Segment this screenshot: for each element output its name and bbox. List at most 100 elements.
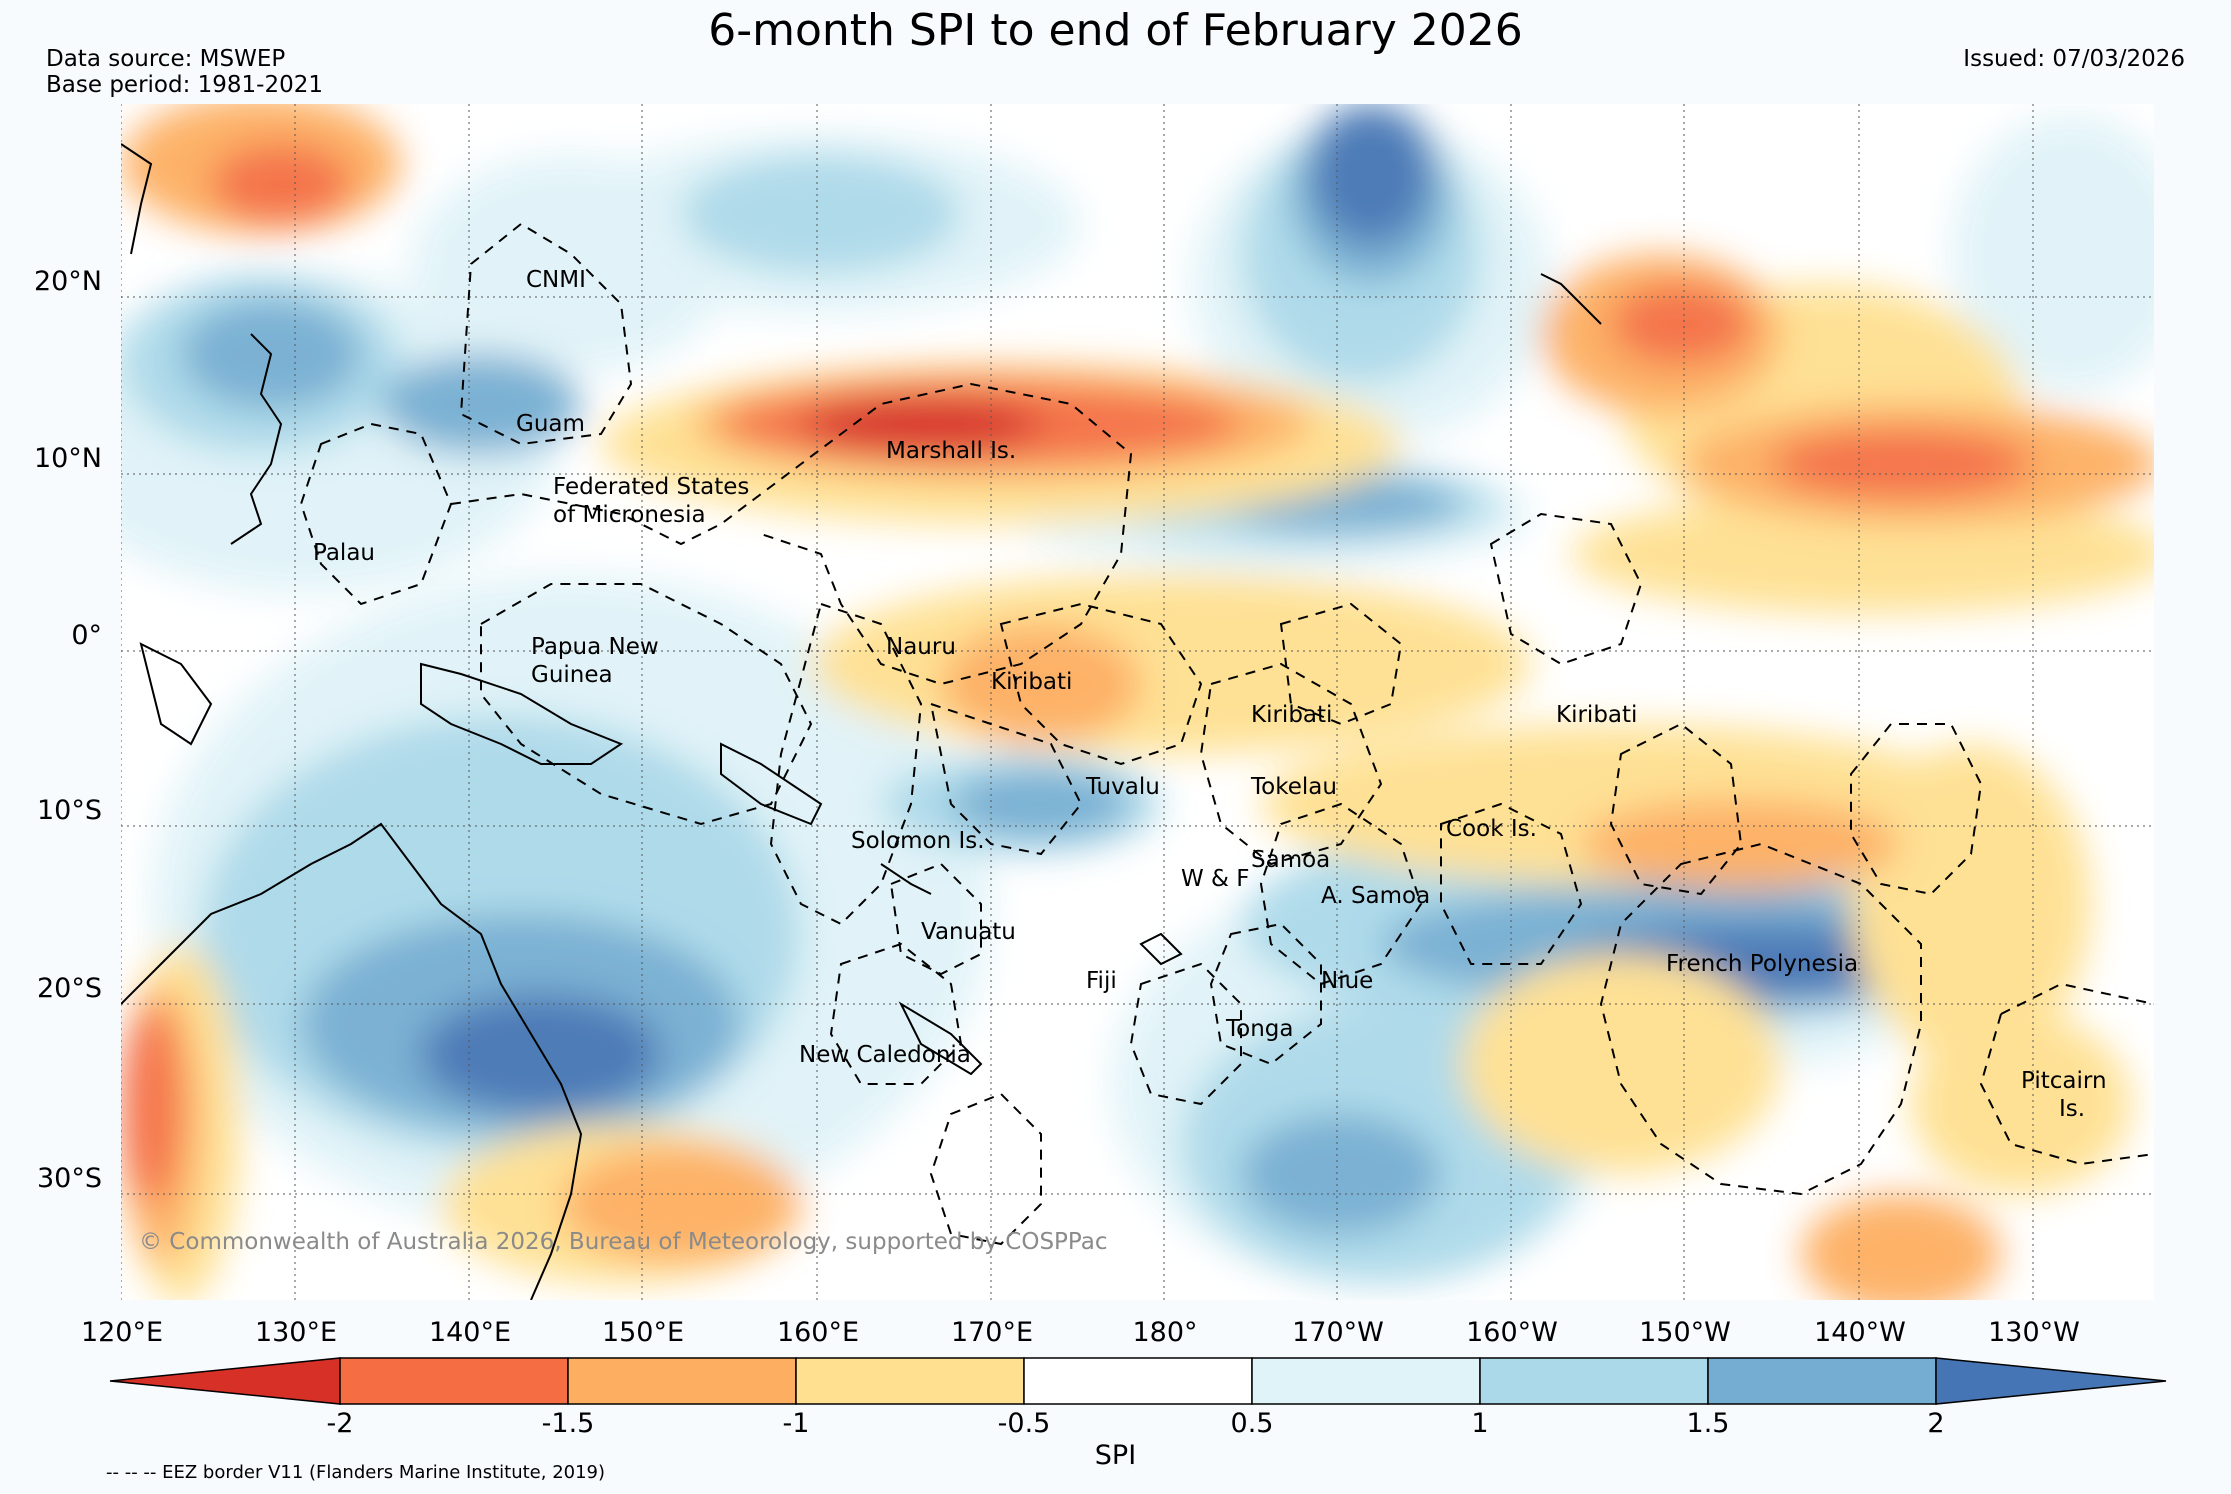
- longitude-label: 130°E: [254, 1317, 338, 1348]
- region-label: Kiribati: [1556, 702, 1637, 728]
- eez-note: -- -- -- EEZ border V11 (Flanders Marine…: [106, 1462, 606, 1483]
- region-label: Marshall Is.: [886, 438, 1016, 464]
- colorbar-extend-high: [1935, 1357, 2167, 1405]
- region-label: Vanuatu: [921, 919, 1016, 945]
- colorbar-segment: [1707, 1357, 1937, 1405]
- region-label-line: Solomon Is.: [851, 828, 985, 854]
- region-label: Tuvalu: [1085, 774, 1160, 800]
- latitude-label: 30°S: [37, 1163, 102, 1194]
- issued-date: Issued: 07/03/2026: [1963, 46, 2185, 72]
- map-title: 6-month SPI to end of February 2026: [708, 5, 1523, 56]
- longitude-label: 140°W: [1814, 1317, 1906, 1348]
- region-label: Fiji: [1086, 968, 1117, 994]
- colorbar-segment: [1479, 1357, 1709, 1405]
- longitude-label: 170°W: [1292, 1317, 1384, 1348]
- colorbar-tick-label: 1: [1471, 1408, 1489, 1439]
- eez-borders: [299, 222, 2154, 1246]
- region-label-line: Papua New: [531, 634, 659, 660]
- spi-map: CNMI Guam Marshall Is. Federated States of M…: [121, 104, 2154, 1300]
- colorbar-segment: [339, 1357, 569, 1405]
- region-label: CNMI: [526, 267, 586, 293]
- longitude-label: 170°E: [950, 1317, 1034, 1348]
- colorbar-segment: [795, 1357, 1025, 1405]
- region-label: Nauru: [886, 634, 956, 660]
- longitude-label: 120°E: [80, 1317, 164, 1348]
- colorbar-tick-label: -0.5: [997, 1408, 1051, 1439]
- region-label: Federated States of Micronesia: [553, 474, 749, 528]
- region-label: Tonga: [1225, 1016, 1293, 1042]
- region-label-line: Tonga: [1225, 1016, 1293, 1042]
- graticule: [121, 104, 2154, 1300]
- region-label-line: Cook Is.: [1446, 816, 1537, 842]
- colorbar-extend-low: [109, 1357, 341, 1405]
- region-label-line: New Caledonia: [799, 1042, 971, 1068]
- region-label-line: Kiribati: [1251, 702, 1332, 728]
- region-label: A. Samoa: [1321, 883, 1430, 909]
- region-label-line: Tuvalu: [1085, 774, 1160, 800]
- data-source: Data source: MSWEP: [46, 46, 286, 72]
- latitude-label: 10°N: [33, 443, 102, 474]
- colorbar-label: SPI: [1094, 1440, 1137, 1471]
- region-label: Solomon Is.: [851, 828, 985, 854]
- colorbar-tick-label: -2: [326, 1408, 354, 1439]
- region-label-line: Guam: [516, 411, 585, 437]
- region-label: Tokelau: [1250, 774, 1337, 800]
- colorbar-tick-label: 2: [1927, 1408, 1945, 1439]
- spi-colorbar: [109, 1357, 2167, 1405]
- map-metadata: Data source: MSWEP Base period: 1981-202…: [46, 46, 323, 98]
- region-label: Kiribati: [1251, 702, 1332, 728]
- copyright-notice: © Commonwealth of Australia 2026, Bureau…: [139, 1229, 1108, 1255]
- region-label-line: Is.: [2059, 1096, 2085, 1122]
- colorbar-tick-label: 1.5: [1686, 1408, 1730, 1439]
- colorbar-tick-label: -1.5: [541, 1408, 595, 1439]
- region-label-line: Niue: [1321, 968, 1373, 994]
- longitude-label: 150°E: [601, 1317, 685, 1348]
- coastlines: [121, 143, 1602, 1300]
- region-label-line: Marshall Is.: [886, 438, 1016, 464]
- region-label: New Caledonia: [799, 1042, 971, 1068]
- region-label-line: Kiribati: [991, 669, 1072, 695]
- region-label-line: of Micronesia: [553, 502, 706, 528]
- region-label: Palau: [313, 540, 375, 566]
- region-label-line: A. Samoa: [1321, 883, 1430, 909]
- latitude-label: 20°S: [37, 973, 102, 1004]
- region-label-line: Samoa: [1251, 847, 1330, 873]
- region-label-line: W & F: [1181, 866, 1250, 892]
- colorbar-tick-label: -1: [782, 1408, 810, 1439]
- region-label: French Polynesia: [1666, 951, 1858, 977]
- region-label-line: French Polynesia: [1666, 951, 1858, 977]
- longitude-label: 160°E: [776, 1317, 860, 1348]
- region-label: Pitcairn Is.: [2021, 1068, 2107, 1122]
- region-label-line: Fiji: [1086, 968, 1117, 994]
- region-label: Samoa: [1251, 847, 1330, 873]
- region-label-line: CNMI: [526, 267, 586, 293]
- region-label: W & F: [1181, 866, 1250, 892]
- longitude-label: 160°W: [1466, 1317, 1558, 1348]
- region-label: Niue: [1321, 968, 1373, 994]
- base-period: Base period: 1981-2021: [46, 72, 324, 98]
- longitude-label: 150°W: [1639, 1317, 1731, 1348]
- region-labels: CNMI Guam Marshall Is. Federated States of M…: [313, 267, 2107, 1122]
- region-label: Kiribati: [991, 669, 1072, 695]
- colorbar-segment: [1251, 1357, 1481, 1405]
- region-label: Papua New Guinea: [531, 634, 659, 688]
- region-label-line: Kiribati: [1556, 702, 1637, 728]
- colorbar-segment: [1023, 1357, 1253, 1405]
- latitude-label: 10°S: [37, 795, 102, 826]
- region-label-line: Pitcairn: [2021, 1068, 2107, 1094]
- region-label-line: Nauru: [886, 634, 956, 660]
- region-label-line: Federated States: [553, 474, 749, 500]
- region-label-line: Tokelau: [1250, 774, 1337, 800]
- colorbar-tick-label: 0.5: [1230, 1408, 1274, 1439]
- region-label-line: Palau: [313, 540, 375, 566]
- latitude-label: 0°: [71, 620, 102, 651]
- region-label: Guam: [516, 411, 585, 437]
- colorbar-segment: [567, 1357, 797, 1405]
- longitude-label: 130°W: [1988, 1317, 2080, 1348]
- latitude-label: 20°N: [33, 266, 102, 297]
- region-label-line: Guinea: [531, 662, 613, 688]
- region-label: Cook Is.: [1446, 816, 1537, 842]
- longitude-label: 180°: [1132, 1317, 1198, 1348]
- longitude-label: 140°E: [428, 1317, 512, 1348]
- region-label-line: Vanuatu: [921, 919, 1016, 945]
